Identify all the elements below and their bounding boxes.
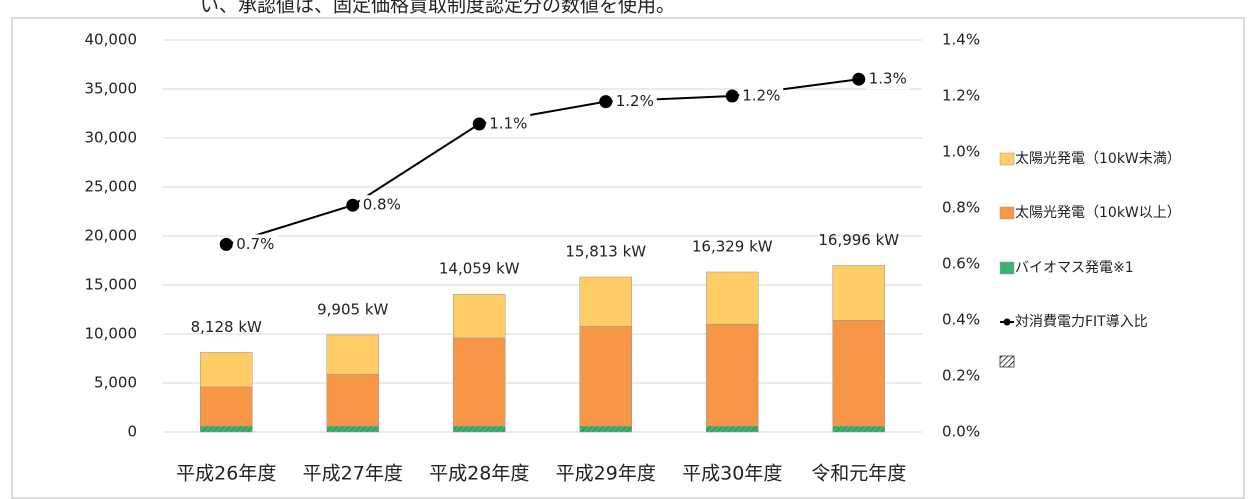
- bar-segment: [200, 425, 253, 433]
- label-bg: [359, 195, 404, 216]
- x-tick-label: 平成28年度: [429, 463, 529, 485]
- bar-segment: [200, 352, 253, 388]
- x-tick-label: 平成26年度: [176, 463, 276, 485]
- header-note: い、承認値は、固定価格買取制度認定分の数値を使用。: [200, 0, 675, 17]
- line-point: [472, 117, 486, 131]
- line-point: [346, 198, 360, 212]
- legend-label: バイオマス発電※1: [1015, 260, 1134, 276]
- total-label: 8,128 kW: [191, 318, 262, 336]
- y2-tick-label: 0.0%: [942, 423, 980, 441]
- y2-tick-label: 0.4%: [942, 311, 980, 329]
- bar-segment: [453, 425, 506, 433]
- line-point: [219, 237, 233, 251]
- bar-segment: [832, 425, 885, 433]
- y2-tick-label: 1.2%: [942, 87, 980, 105]
- legend-swatch: [999, 206, 1015, 220]
- bar-segment: [453, 337, 506, 427]
- data-label: 1.3%: [869, 70, 907, 88]
- label-bg: [233, 234, 278, 255]
- legend-swatch: [1003, 318, 1011, 326]
- data-label: 0.7%: [236, 235, 274, 253]
- legend-label: 対消費電力FIT導入比: [1015, 314, 1148, 330]
- legend-swatch: [999, 355, 1015, 368]
- total-label: 16,996 kW: [818, 231, 899, 249]
- y-tick-label: 10,000: [85, 325, 138, 343]
- data-label: 1.2%: [616, 92, 654, 110]
- y2-tick-label: 1.4%: [942, 31, 980, 49]
- bar-segment: [706, 271, 759, 325]
- legend-label: 太陽光発電（10kW未満）: [1015, 151, 1181, 167]
- line-point: [725, 89, 739, 103]
- legend-swatch: [999, 261, 1015, 275]
- y-tick-label: 35,000: [85, 80, 138, 98]
- bar-segment: [579, 325, 632, 427]
- total-label: 14,059 kW: [439, 260, 520, 278]
- y-tick-label: 25,000: [85, 178, 138, 196]
- y-tick-label: 30,000: [85, 129, 138, 147]
- total-label: 15,813 kW: [565, 243, 646, 261]
- x-tick-label: 平成27年度: [303, 463, 403, 485]
- y-tick-label: 15,000: [85, 276, 138, 294]
- y-tick-label: 0: [127, 423, 137, 441]
- legend-swatch: [999, 152, 1015, 166]
- bar-segment: [453, 293, 506, 339]
- label-bg: [865, 69, 910, 90]
- bar-segment: [326, 425, 379, 433]
- label-bg: [739, 86, 784, 106]
- total-label: 9,905 kW: [317, 300, 388, 318]
- x-tick-label: 令和元年度: [811, 463, 906, 485]
- y2-tick-label: 0.2%: [942, 367, 980, 385]
- bar-segment: [832, 320, 885, 427]
- bar-segment: [579, 425, 632, 433]
- x-tick-label: 平成30年度: [682, 463, 782, 485]
- y2-tick-label: 1.0%: [942, 143, 980, 161]
- x-tick-label: 平成29年度: [556, 463, 656, 485]
- line-point: [852, 72, 866, 86]
- bar-segment: [832, 265, 885, 321]
- data-label: 1.1%: [489, 115, 527, 133]
- bar-segment: [706, 323, 759, 427]
- line-point: [599, 95, 613, 109]
- bar-segment: [326, 334, 379, 375]
- total-label: 16,329 kW: [692, 237, 773, 255]
- data-label: 0.8%: [363, 196, 401, 214]
- legend-label: 太陽光発電（10kW以上）: [1015, 205, 1181, 221]
- bar-segment: [706, 425, 759, 433]
- y-tick-label: 5,000: [94, 374, 137, 392]
- y-tick-label: 40,000: [85, 31, 138, 49]
- data-label: 1.2%: [742, 87, 780, 105]
- label-bg: [612, 91, 657, 112]
- bar-segment: [326, 373, 379, 427]
- label-bg: [486, 114, 531, 134]
- bar-segment: [579, 276, 632, 327]
- y2-tick-label: 0.6%: [942, 255, 980, 273]
- y-tick-label: 20,000: [85, 227, 138, 245]
- y2-tick-label: 0.8%: [942, 199, 980, 217]
- bar-segment: [200, 386, 253, 427]
